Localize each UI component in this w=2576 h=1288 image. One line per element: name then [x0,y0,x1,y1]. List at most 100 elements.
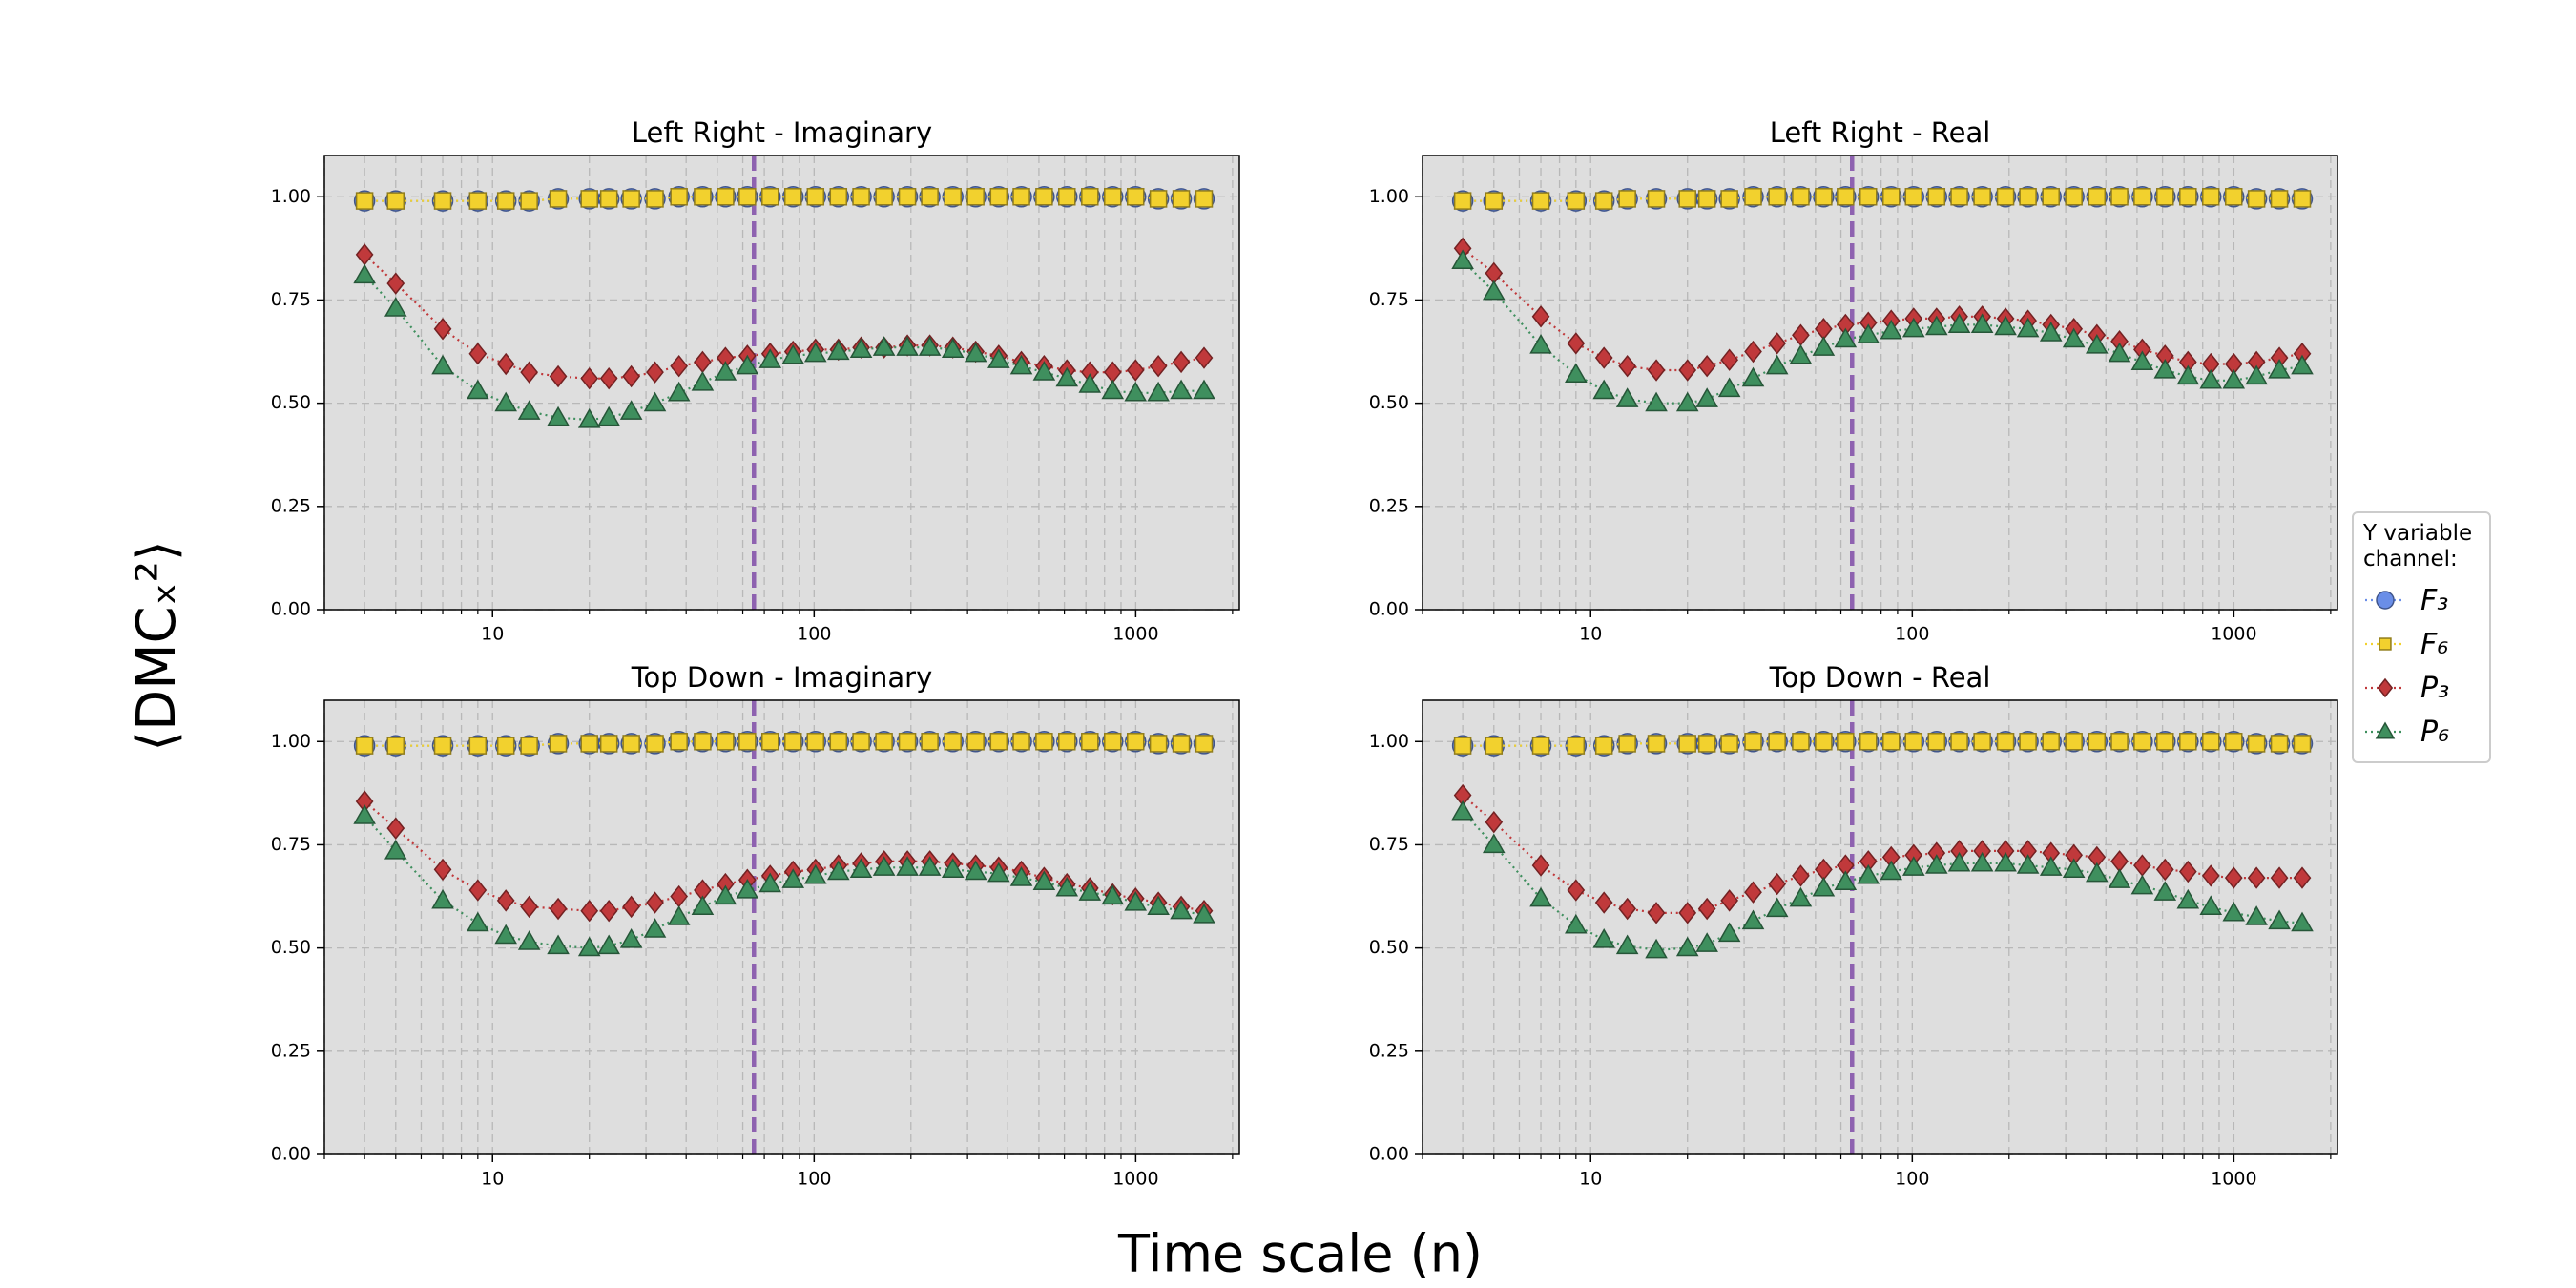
marker [2086,862,2109,883]
series-line: P₃ [1462,247,2303,372]
marker [1834,870,1858,891]
marker [1055,366,1079,387]
x-tick-label: 1000 [1112,1169,1158,1190]
marker [1032,870,1056,891]
marker [496,192,515,210]
plot-frame [323,155,1240,611]
marker [386,817,405,840]
marker [1924,854,1948,874]
marker [1717,922,1741,943]
y-tick-label: 0.75 [271,834,311,855]
marker [622,895,641,919]
marker [1647,359,1666,382]
marker [520,361,539,384]
subplot-title: Left Right - Real [1770,116,1991,149]
marker [2270,866,2289,889]
marker [1081,733,1099,751]
x-tick-label: 1000 [2211,624,2256,645]
marker [1170,379,1193,400]
legend-label: P₆ [2420,715,2450,749]
marker [898,188,917,206]
marker [1195,735,1214,753]
marker [2130,874,2154,895]
marker [577,407,601,428]
marker [2199,368,2223,389]
marker [2110,733,2129,751]
marker [431,888,454,909]
y-tick-label: 0.00 [271,1144,311,1165]
marker [691,370,715,391]
marker [2291,354,2314,375]
marker [520,895,539,919]
marker [549,735,568,753]
marker [547,405,570,426]
marker [1904,188,1923,206]
marker [2176,364,2200,385]
marker [826,340,850,361]
marker [1744,188,1762,206]
marker [896,856,919,876]
marker [944,188,962,206]
marker [1172,190,1191,208]
subplot: Top Down - Imaginary 10 100 1000 0.00 0.25 0.5… [271,661,1240,1190]
marker [2291,911,2314,932]
marker [2247,735,2266,753]
marker [597,405,620,426]
marker [2179,733,2197,751]
marker [549,897,568,921]
marker [431,354,454,375]
marker [1055,876,1079,897]
marker [2270,190,2289,208]
marker [1147,381,1170,402]
marker [1678,190,1696,208]
marker [468,879,488,902]
y-tick-label: 0.25 [271,495,311,516]
marker [517,930,541,950]
legend-icon [2365,591,2405,610]
marker [2153,359,2177,379]
x-tick-label: 10 [1579,624,1602,645]
marker [547,934,570,955]
marker [1901,317,1925,338]
y-tick-label: 0.25 [271,1040,311,1061]
marker [1927,188,1946,206]
marker [1741,366,1765,387]
marker [643,918,667,938]
marker [1645,391,1668,412]
marker [781,343,805,364]
x-tick-label: 1000 [1112,624,1158,645]
marker [1970,851,1994,872]
marker [1451,800,1474,821]
x-tick-label: 100 [1895,1169,1929,1190]
marker [1531,854,1550,877]
plot-frame [1422,155,2338,611]
marker [1009,354,1033,375]
marker [803,863,827,884]
marker [580,190,598,208]
marker [1880,319,1903,340]
series-line: P₆ [1462,811,2303,951]
subplot-title: Top Down - Real [1769,661,1991,694]
marker [1567,192,1586,210]
marker [2224,188,2243,206]
x-axis-label: Time scale (n) [1117,1224,1483,1284]
marker [1592,927,1615,948]
marker [433,318,452,341]
marker [921,733,939,751]
marker [670,733,688,751]
marker [2202,188,2220,206]
subplot: Left Right - Imaginary 10 100 1000 0.00 0.25 0… [271,116,1240,645]
marker [1147,895,1170,915]
marker [622,190,640,208]
marker [1859,188,1878,206]
marker [714,361,737,381]
marker [1594,346,1613,369]
marker [496,737,515,755]
y-tick-label: 1.00 [271,186,311,207]
marker [1567,879,1586,902]
marker [1126,359,1145,382]
marker [2199,895,2223,915]
marker [758,348,782,368]
marker [384,297,407,317]
marker [783,188,802,206]
